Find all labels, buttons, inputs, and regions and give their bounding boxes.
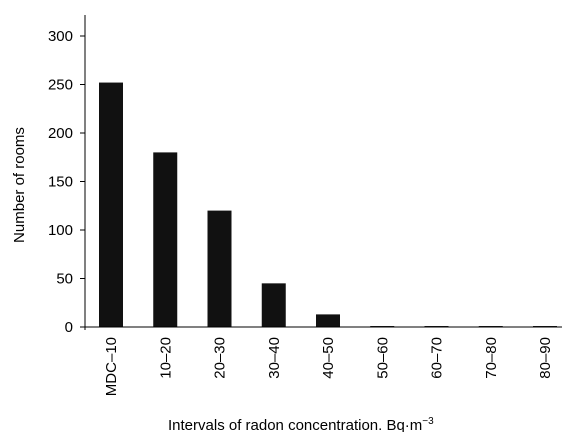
x-axis-label-superscript: −3 [422, 416, 434, 427]
x-tick-label: 40–50 [320, 337, 337, 379]
x-tick-label: MDC–10 [103, 337, 120, 396]
x-tick-label: 20–30 [212, 337, 229, 379]
x-tick-label: 30–40 [266, 337, 283, 379]
y-tick-label: 150 [48, 174, 73, 191]
bar-MDC–10 [99, 82, 123, 327]
axes-group [84, 15, 562, 330]
y-tick-label: 200 [48, 125, 73, 142]
x-tick-label: 10–20 [157, 337, 174, 379]
y-axis-label: Number of rooms [11, 127, 28, 243]
bar-10–20 [153, 152, 178, 327]
y-tick-label: 50 [56, 271, 73, 288]
bar-30–40 [261, 283, 286, 327]
bar-40–50 [316, 314, 340, 327]
x-tick-label: 60–70 [429, 337, 446, 379]
x-tick-label: 50–60 [374, 337, 391, 379]
x-tick-label: 80–90 [537, 337, 554, 379]
x-ticks-group: MDC–10 10–20 20–30 30–40 40–50 50–60 60–70 70–8… [103, 337, 554, 396]
y-ticks-group: 0 50 100 150 200 250 300 [48, 28, 85, 336]
y-tick-label: 100 [48, 222, 73, 239]
y-tick-label: 250 [48, 77, 73, 94]
bars-group [99, 82, 557, 328]
x-axis-label: Intervals of radon concentration. Bq·m−3 [168, 416, 434, 432]
x-axis-label-main: Intervals of radon concentration. Bq·m [168, 417, 422, 432]
y-tick-label: 300 [48, 28, 73, 45]
bar-20–30 [207, 210, 232, 327]
x-tick-label: 70–80 [483, 337, 500, 379]
y-tick-label: 0 [65, 319, 73, 336]
